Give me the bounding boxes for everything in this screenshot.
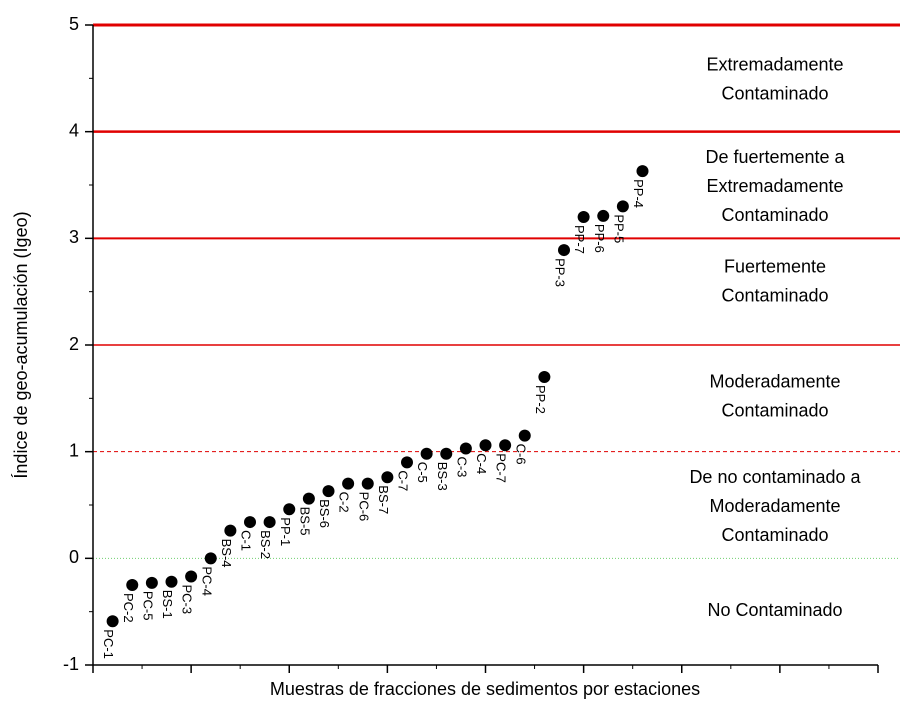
point	[459, 442, 472, 455]
y-tick-label: -1	[63, 654, 79, 674]
point	[263, 516, 276, 529]
point	[185, 570, 198, 583]
point-label: BS-3	[435, 462, 450, 491]
point-label: BS-5	[297, 507, 312, 536]
point-label: PC-5	[140, 591, 155, 621]
point-label: PP-5	[611, 214, 626, 243]
zone-label: No Contaminado	[707, 600, 842, 620]
point	[577, 211, 590, 223]
point-label: PC-3	[180, 584, 195, 614]
point-label: BS-4	[219, 539, 234, 568]
point	[420, 447, 433, 460]
zone-label: Fuertemente	[724, 256, 826, 276]
point-label: PP-6	[592, 224, 607, 253]
zone-label: Contaminado	[721, 83, 828, 103]
point	[165, 575, 178, 588]
y-tick-label: 2	[69, 334, 79, 354]
point-label: PC-4	[199, 566, 214, 596]
point-label: PP-7	[572, 225, 587, 254]
point	[518, 429, 531, 442]
x-axis-title: Muestras de fracciones de sedimentos por…	[270, 679, 700, 699]
point-label: BS-7	[376, 485, 391, 514]
point	[616, 200, 629, 213]
zone-label: Extremadamente	[706, 176, 843, 196]
point	[381, 471, 394, 484]
point-label: C-6	[513, 444, 528, 465]
zone-label: Contaminado	[721, 205, 828, 225]
point	[204, 552, 217, 565]
zone-label: Moderadamente	[709, 371, 840, 391]
point-label: PP-4	[631, 179, 646, 208]
point-label: C-2	[337, 492, 352, 513]
point	[479, 439, 492, 452]
point-label: BS-2	[258, 530, 273, 559]
point	[342, 477, 355, 490]
zone-label: De no contaminado a	[689, 467, 861, 487]
point-label: C-1	[239, 530, 254, 551]
zone-label: De fuertemente a	[705, 147, 845, 167]
point-label: C-5	[415, 462, 430, 483]
point-label: PP-1	[278, 517, 293, 546]
y-tick-label: 3	[69, 227, 79, 247]
point-label: PC-7	[494, 453, 509, 483]
point	[597, 209, 610, 222]
point-label: BS-1	[160, 590, 175, 619]
point	[401, 456, 413, 469]
zone-label: Contaminado	[721, 400, 828, 420]
point-label: PC-1	[101, 629, 116, 659]
point	[126, 579, 139, 591]
point-label: PC-2	[121, 593, 136, 623]
point-label: PC-6	[356, 492, 371, 522]
y-tick-label: 5	[69, 14, 79, 34]
point	[558, 244, 570, 257]
point-label: C-4	[474, 453, 489, 474]
point	[224, 524, 237, 537]
zone-label: Contaminado	[721, 525, 828, 545]
zone-label: Contaminado	[721, 285, 828, 305]
point-label: C-7	[396, 470, 411, 491]
point-label: PP-3	[553, 258, 568, 287]
point	[361, 477, 374, 490]
point	[106, 615, 119, 628]
point	[636, 165, 649, 178]
point	[302, 492, 315, 505]
zone-label: Extremadamente	[706, 54, 843, 74]
y-tick-label: 0	[69, 547, 79, 567]
point	[322, 485, 335, 498]
zone-label: Moderadamente	[709, 496, 840, 516]
point-label: BS-6	[317, 499, 332, 528]
point	[440, 447, 453, 460]
point	[244, 516, 256, 529]
point	[499, 439, 512, 452]
point	[145, 576, 158, 589]
point-label: PP-2	[533, 385, 548, 414]
point	[538, 371, 551, 383]
y-tick-label: 1	[69, 440, 79, 460]
y-tick-label: 4	[69, 120, 79, 140]
point-label: C-3	[454, 456, 469, 477]
y-axis-title: Índice de geo-acumulación (Igeo)	[11, 211, 31, 478]
point	[283, 503, 296, 516]
